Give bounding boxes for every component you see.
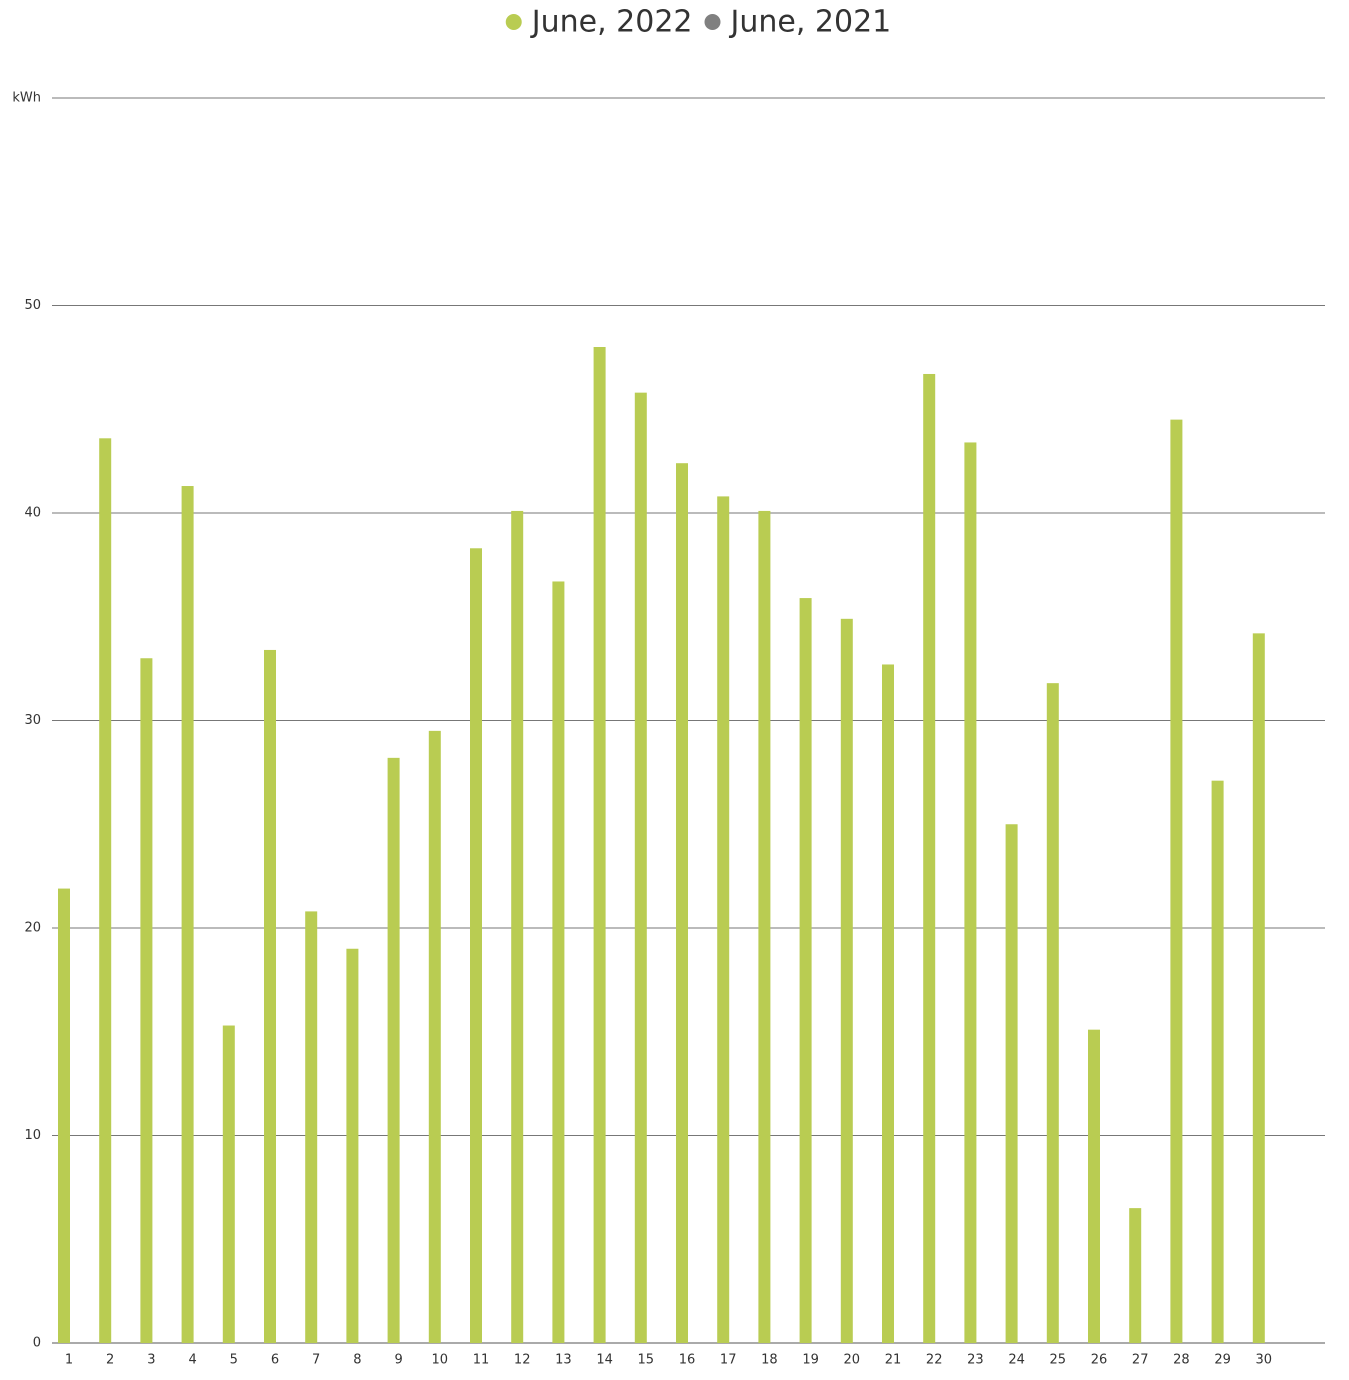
x-tick-label: 19 bbox=[802, 1353, 819, 1368]
bar bbox=[1252, 633, 1265, 1343]
bar bbox=[882, 664, 894, 1343]
x-tick-label: 22 bbox=[926, 1353, 943, 1368]
x-tick-label: 11 bbox=[473, 1353, 490, 1368]
x-tick-label: 28 bbox=[1173, 1353, 1190, 1368]
bar bbox=[758, 510, 771, 1343]
x-tick-label: 25 bbox=[1050, 1353, 1067, 1368]
x-tick-label: 26 bbox=[1091, 1353, 1108, 1368]
y-tick-label: 30 bbox=[24, 713, 41, 728]
x-tick-label: 27 bbox=[1132, 1353, 1149, 1368]
bar bbox=[593, 347, 606, 1343]
bar bbox=[923, 373, 936, 1344]
bar bbox=[634, 392, 647, 1343]
x-tick-label: 17 bbox=[720, 1353, 737, 1368]
bar bbox=[1046, 683, 1059, 1343]
bar bbox=[387, 757, 400, 1343]
x-tick-label: 8 bbox=[353, 1353, 361, 1368]
x-tick-label: 15 bbox=[638, 1353, 655, 1368]
legend-marker bbox=[505, 14, 522, 30]
legend-marker bbox=[704, 14, 721, 30]
x-tick-label: 24 bbox=[1008, 1353, 1025, 1368]
x-tick-label: 3 bbox=[147, 1353, 155, 1368]
bar bbox=[222, 1025, 235, 1343]
bar bbox=[470, 548, 482, 1343]
bar bbox=[717, 496, 730, 1343]
y-tick-label: 0 bbox=[33, 1336, 41, 1351]
x-tick-label: 5 bbox=[230, 1353, 238, 1368]
legend-label: June, 2022 bbox=[530, 5, 693, 40]
x-tick-label: 13 bbox=[555, 1353, 572, 1368]
y-tick-label: 10 bbox=[24, 1128, 41, 1143]
x-tick-label: 16 bbox=[679, 1353, 696, 1368]
x-tick-label: 21 bbox=[885, 1353, 902, 1368]
x-tick-label: 10 bbox=[432, 1353, 449, 1368]
bar bbox=[964, 442, 977, 1343]
x-tick-label: 30 bbox=[1256, 1353, 1273, 1368]
bar bbox=[99, 438, 112, 1343]
x-tick-label: 2 bbox=[106, 1353, 114, 1368]
bar bbox=[346, 948, 359, 1343]
bar bbox=[1088, 1029, 1100, 1343]
y-tick-label: 50 bbox=[24, 298, 41, 313]
bar bbox=[428, 730, 441, 1343]
bar bbox=[305, 911, 318, 1343]
bar bbox=[58, 888, 70, 1343]
x-tick-label: 29 bbox=[1214, 1353, 1231, 1368]
bar bbox=[1211, 780, 1224, 1343]
y-tick-label: 40 bbox=[24, 506, 41, 521]
x-tick-label: 1 bbox=[65, 1353, 73, 1368]
x-tick-label: 14 bbox=[596, 1353, 613, 1368]
y-tick-label: kWh bbox=[12, 91, 41, 106]
bar bbox=[799, 598, 812, 1343]
bar bbox=[1005, 824, 1018, 1343]
legend: June, 2022 June, 2021 bbox=[505, 5, 892, 40]
x-tick-label: 4 bbox=[188, 1353, 196, 1368]
x-tick-label: 7 bbox=[312, 1353, 320, 1368]
x-tick-label: 6 bbox=[271, 1353, 279, 1368]
x-tick-label: 18 bbox=[761, 1353, 778, 1368]
x-tick-label: 20 bbox=[844, 1353, 861, 1368]
x-tick-label: 12 bbox=[514, 1353, 531, 1368]
bar bbox=[511, 510, 524, 1343]
bar bbox=[552, 581, 565, 1343]
bar bbox=[181, 486, 194, 1343]
bar bbox=[1170, 419, 1183, 1343]
x-tick-label: 23 bbox=[967, 1353, 984, 1368]
bar bbox=[264, 649, 276, 1343]
legend-label: June, 2021 bbox=[729, 5, 892, 40]
bar bbox=[676, 463, 688, 1343]
x-tick-label: 9 bbox=[394, 1353, 402, 1368]
bar bbox=[140, 658, 153, 1343]
bar bbox=[1129, 1208, 1142, 1343]
bar bbox=[840, 618, 853, 1343]
y-tick-label: 20 bbox=[24, 921, 41, 936]
